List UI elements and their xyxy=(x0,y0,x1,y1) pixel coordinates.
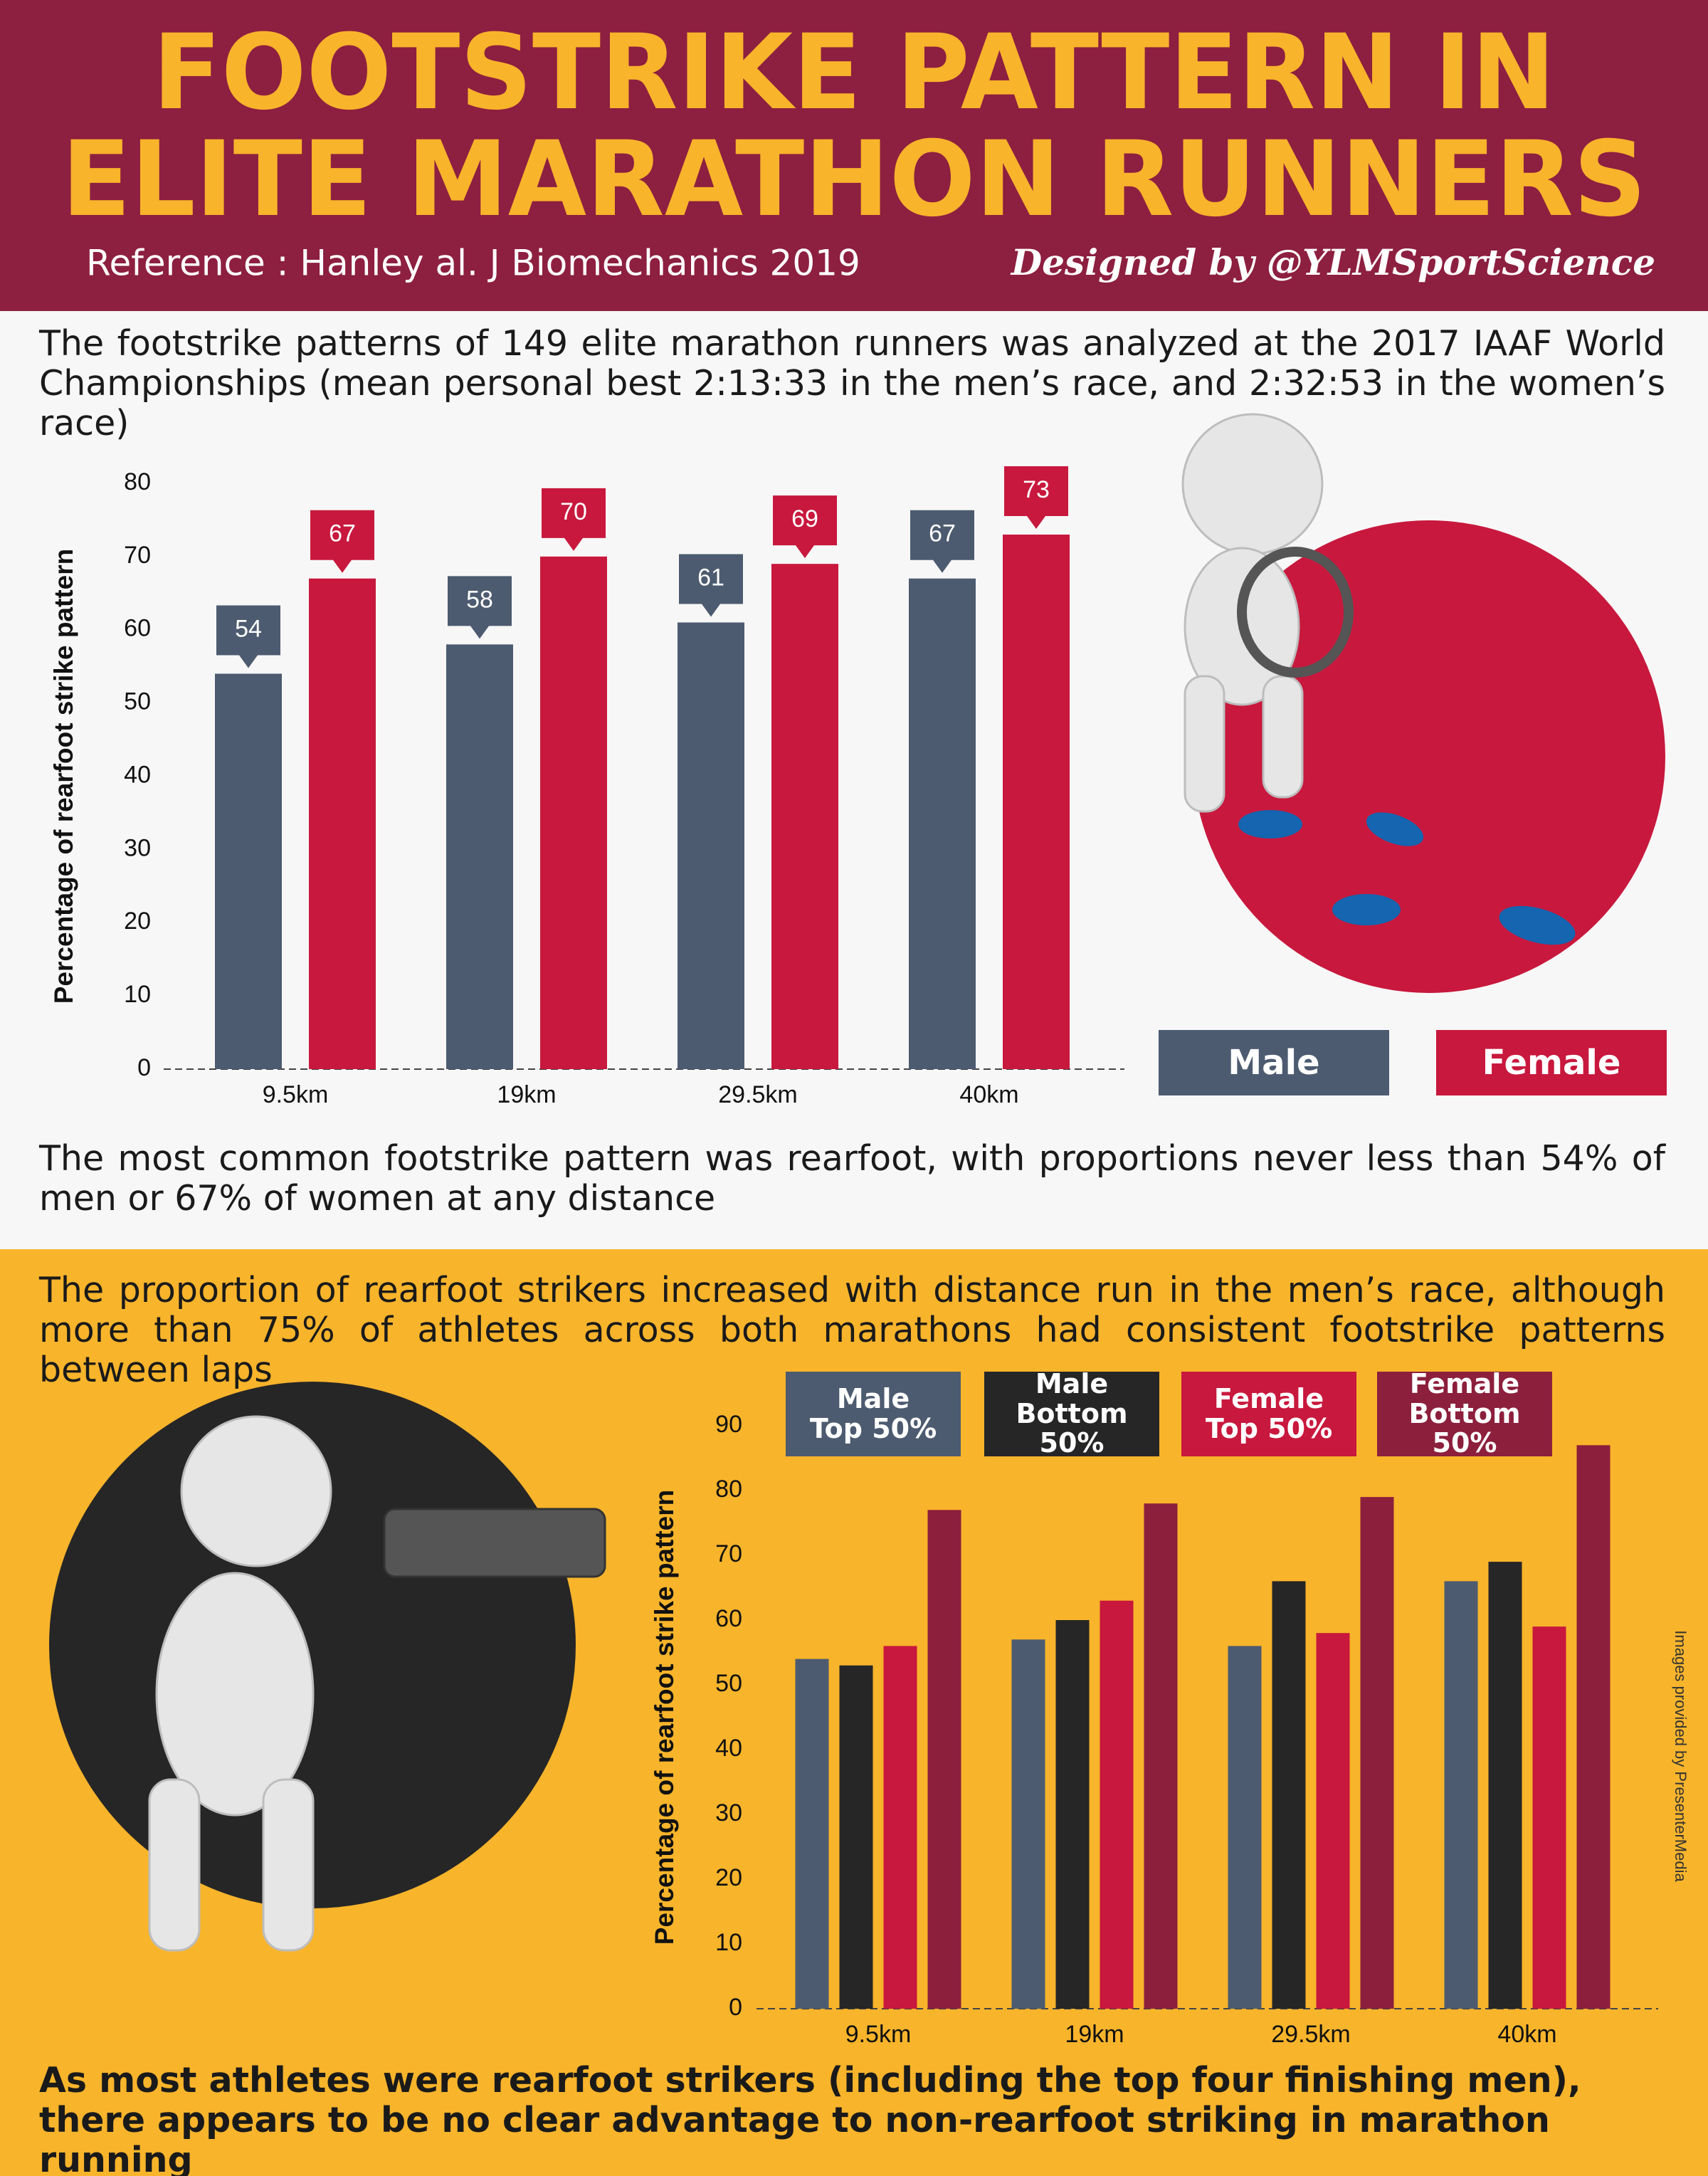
bar xyxy=(215,673,282,1069)
data-label: 67 xyxy=(329,520,356,547)
figure-searcher xyxy=(1181,413,1354,813)
y-tick-label: 40 xyxy=(124,761,151,788)
data-label: 70 xyxy=(560,498,587,525)
intro: The footstrike patterns of 149 elite mar… xyxy=(39,323,1665,443)
bar xyxy=(1100,1600,1134,2009)
legend-entry: Female Top 50% xyxy=(1181,1372,1356,1456)
y-tick-label: 80 xyxy=(715,1476,742,1503)
bar xyxy=(1055,1620,1090,2009)
x-tick-label: 29.5km xyxy=(1271,2021,1351,2048)
y-tick-label: 30 xyxy=(715,1799,742,1827)
legend-entry: Male Top 50% xyxy=(786,1372,961,1456)
x-tick-label: 9.5km xyxy=(263,1081,329,1108)
bar xyxy=(1003,535,1070,1069)
bar xyxy=(883,1646,917,2009)
data-label: 73 xyxy=(1023,476,1050,503)
label-callout xyxy=(773,495,837,559)
label-callout xyxy=(448,576,512,639)
y-axis-label: Percentage of rearfoot strike pattern xyxy=(49,549,78,1004)
y-tick-label: 70 xyxy=(715,1540,742,1567)
label-callout xyxy=(542,488,606,551)
bar xyxy=(1228,1646,1262,2009)
title-line: FOOTSTRIKE PATTERN IN xyxy=(153,12,1556,133)
x-tick-label: 19km xyxy=(497,1081,556,1108)
footprints xyxy=(1238,810,1576,945)
title-line: ELITE MARATHON RUNNERS xyxy=(62,119,1647,240)
bar xyxy=(1011,1639,1045,2009)
x-tick-label: 40km xyxy=(959,1081,1018,1108)
label-callout xyxy=(1004,466,1068,530)
y-tick-label: 20 xyxy=(124,908,151,935)
legend-entry: Female xyxy=(1436,1030,1667,1095)
label-callout xyxy=(679,554,743,617)
legend-entry: Female Bottom 50% xyxy=(1377,1369,1552,1458)
y-tick-label: 50 xyxy=(715,1670,742,1697)
legend-entry: Male Bottom 50% xyxy=(984,1369,1159,1458)
bar xyxy=(1444,1581,1478,2009)
x-tick-label: 40km xyxy=(1497,2021,1556,2048)
data-label: 67 xyxy=(929,520,956,547)
y-tick-label: 60 xyxy=(124,615,151,642)
data-label: 58 xyxy=(466,586,493,613)
finding: The most common footstrike pattern was r… xyxy=(39,1138,1665,1219)
disc xyxy=(1193,520,1665,993)
bar xyxy=(771,564,838,1069)
y-tick-label: 90 xyxy=(715,1411,742,1438)
x-tick-label: 29.5km xyxy=(718,1081,798,1108)
bar xyxy=(678,622,744,1069)
y-axis-label: Percentage of rearfoot strike pattern xyxy=(650,1490,679,1945)
y-tick-label: 80 xyxy=(124,468,151,495)
figure-camera xyxy=(148,1415,606,1952)
y-tick-label: 70 xyxy=(124,542,151,569)
bar xyxy=(839,1665,873,2009)
bar xyxy=(909,578,976,1069)
bar xyxy=(446,644,513,1069)
bar xyxy=(1360,1497,1394,2009)
reference: Reference : Hanley al. J Biomechanics 20… xyxy=(86,243,860,284)
bar xyxy=(1488,1562,1522,2009)
bar xyxy=(927,1510,961,2009)
x-tick-label: 19km xyxy=(1065,2021,1124,2048)
bar xyxy=(795,1659,829,2009)
label-callout xyxy=(216,605,280,668)
x-tick-label: 9.5km xyxy=(845,2021,912,2048)
y-tick-label: 50 xyxy=(124,688,151,715)
y-tick-label: 10 xyxy=(715,1929,742,1956)
finding: The proportion of rearfoot strikers incr… xyxy=(39,1270,1665,1390)
legend-entry: Male xyxy=(1159,1030,1389,1095)
data-label: 69 xyxy=(791,505,818,532)
data-label: 61 xyxy=(697,564,724,591)
bar xyxy=(1144,1503,1178,2009)
bar xyxy=(309,578,376,1069)
header-band xyxy=(0,0,1708,311)
y-tick-label: 10 xyxy=(124,981,151,1008)
label-callout xyxy=(910,510,974,573)
y-tick-label: 20 xyxy=(715,1864,742,1891)
designer: Designed by @YLMSportScience xyxy=(1010,241,1655,283)
y-tick-label: 40 xyxy=(715,1735,742,1762)
bar xyxy=(1576,1445,1611,2009)
label-callout xyxy=(310,510,374,573)
bar xyxy=(540,556,607,1069)
bar xyxy=(1272,1581,1306,2009)
credit: Images provided by PresenterMedia xyxy=(1672,1630,1689,1882)
conclusion: As most athletes were rearfoot strikers … xyxy=(39,2060,1581,2176)
y-tick-label: 60 xyxy=(715,1605,742,1632)
y-tick-label: 0 xyxy=(729,1994,742,2021)
bar xyxy=(1316,1633,1350,2009)
y-tick-label: 0 xyxy=(137,1054,151,1081)
y-tick-label: 30 xyxy=(124,834,151,861)
data-label: 54 xyxy=(235,615,262,642)
bar xyxy=(1532,1626,1566,2009)
